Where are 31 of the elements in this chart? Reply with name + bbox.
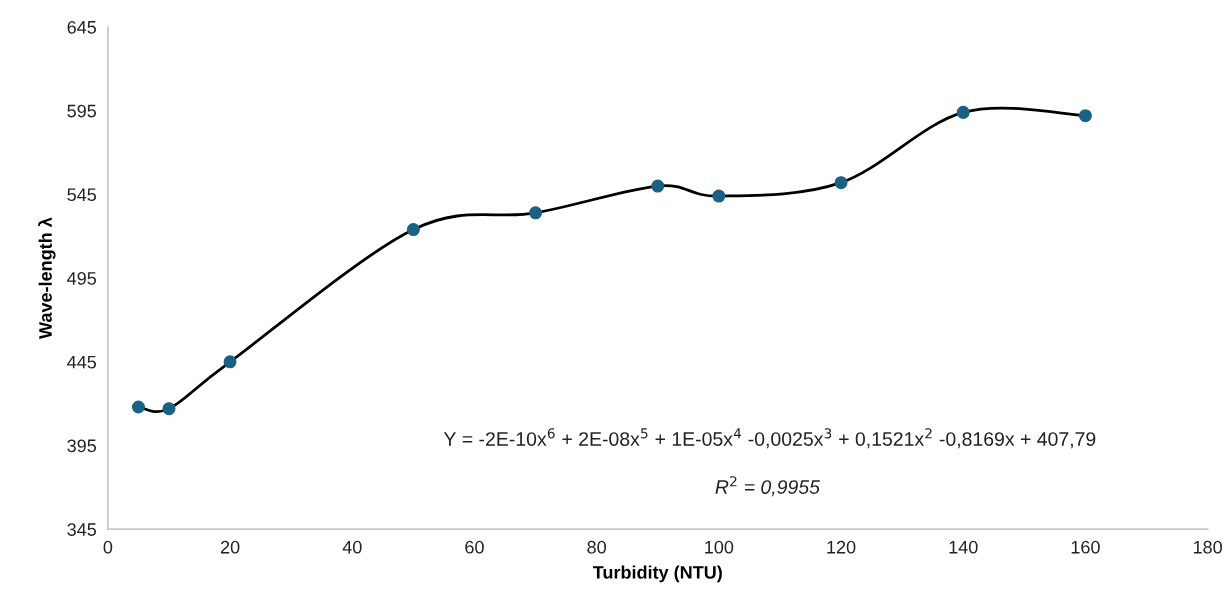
point <box>834 176 848 190</box>
y-tick-label: 345 <box>67 523 97 536</box>
x-tick-label: 60 <box>465 540 484 554</box>
y-tick-label: 595 <box>67 104 97 118</box>
x-tick-label: 140 <box>949 540 978 554</box>
point <box>712 189 726 203</box>
x-tick-label: 0 <box>103 540 113 554</box>
point <box>162 402 176 416</box>
y-tick-label: 395 <box>67 439 97 453</box>
x-axis-title: Turbidity (NTU) <box>592 565 722 583</box>
y-axis-title: Wave-length λ <box>38 217 56 339</box>
y-tick-label: 645 <box>67 20 97 34</box>
x-tick-label: 100 <box>705 540 734 554</box>
y-tick-label: 445 <box>67 355 97 369</box>
x-tick-label: 40 <box>342 540 362 554</box>
x-tick-label: 120 <box>827 540 856 554</box>
y-tick-label: 545 <box>67 188 97 202</box>
y-tick-label: 495 <box>67 272 97 285</box>
point <box>651 179 665 193</box>
x-tick-label: 20 <box>220 540 240 554</box>
point <box>406 223 420 237</box>
x-tick-label: 180 <box>1193 540 1222 554</box>
text: Y = -2E-10x$^{6}$ + 2E-08x$^{5}$ + 1E-05x$^{4}$ -0,0025x$^{3}$ + 0,1521x$^{2}$ -0,8169x + 407,79 <box>443 428 1096 449</box>
annotation: R$^{2}$ = 0,9955 <box>715 476 820 497</box>
point <box>1078 109 1092 123</box>
x-tick-label: 160 <box>1071 540 1100 554</box>
point <box>529 206 543 220</box>
point <box>956 105 970 119</box>
x-tick-label: 80 <box>587 540 606 554</box>
point <box>131 400 145 414</box>
point <box>223 355 237 369</box>
